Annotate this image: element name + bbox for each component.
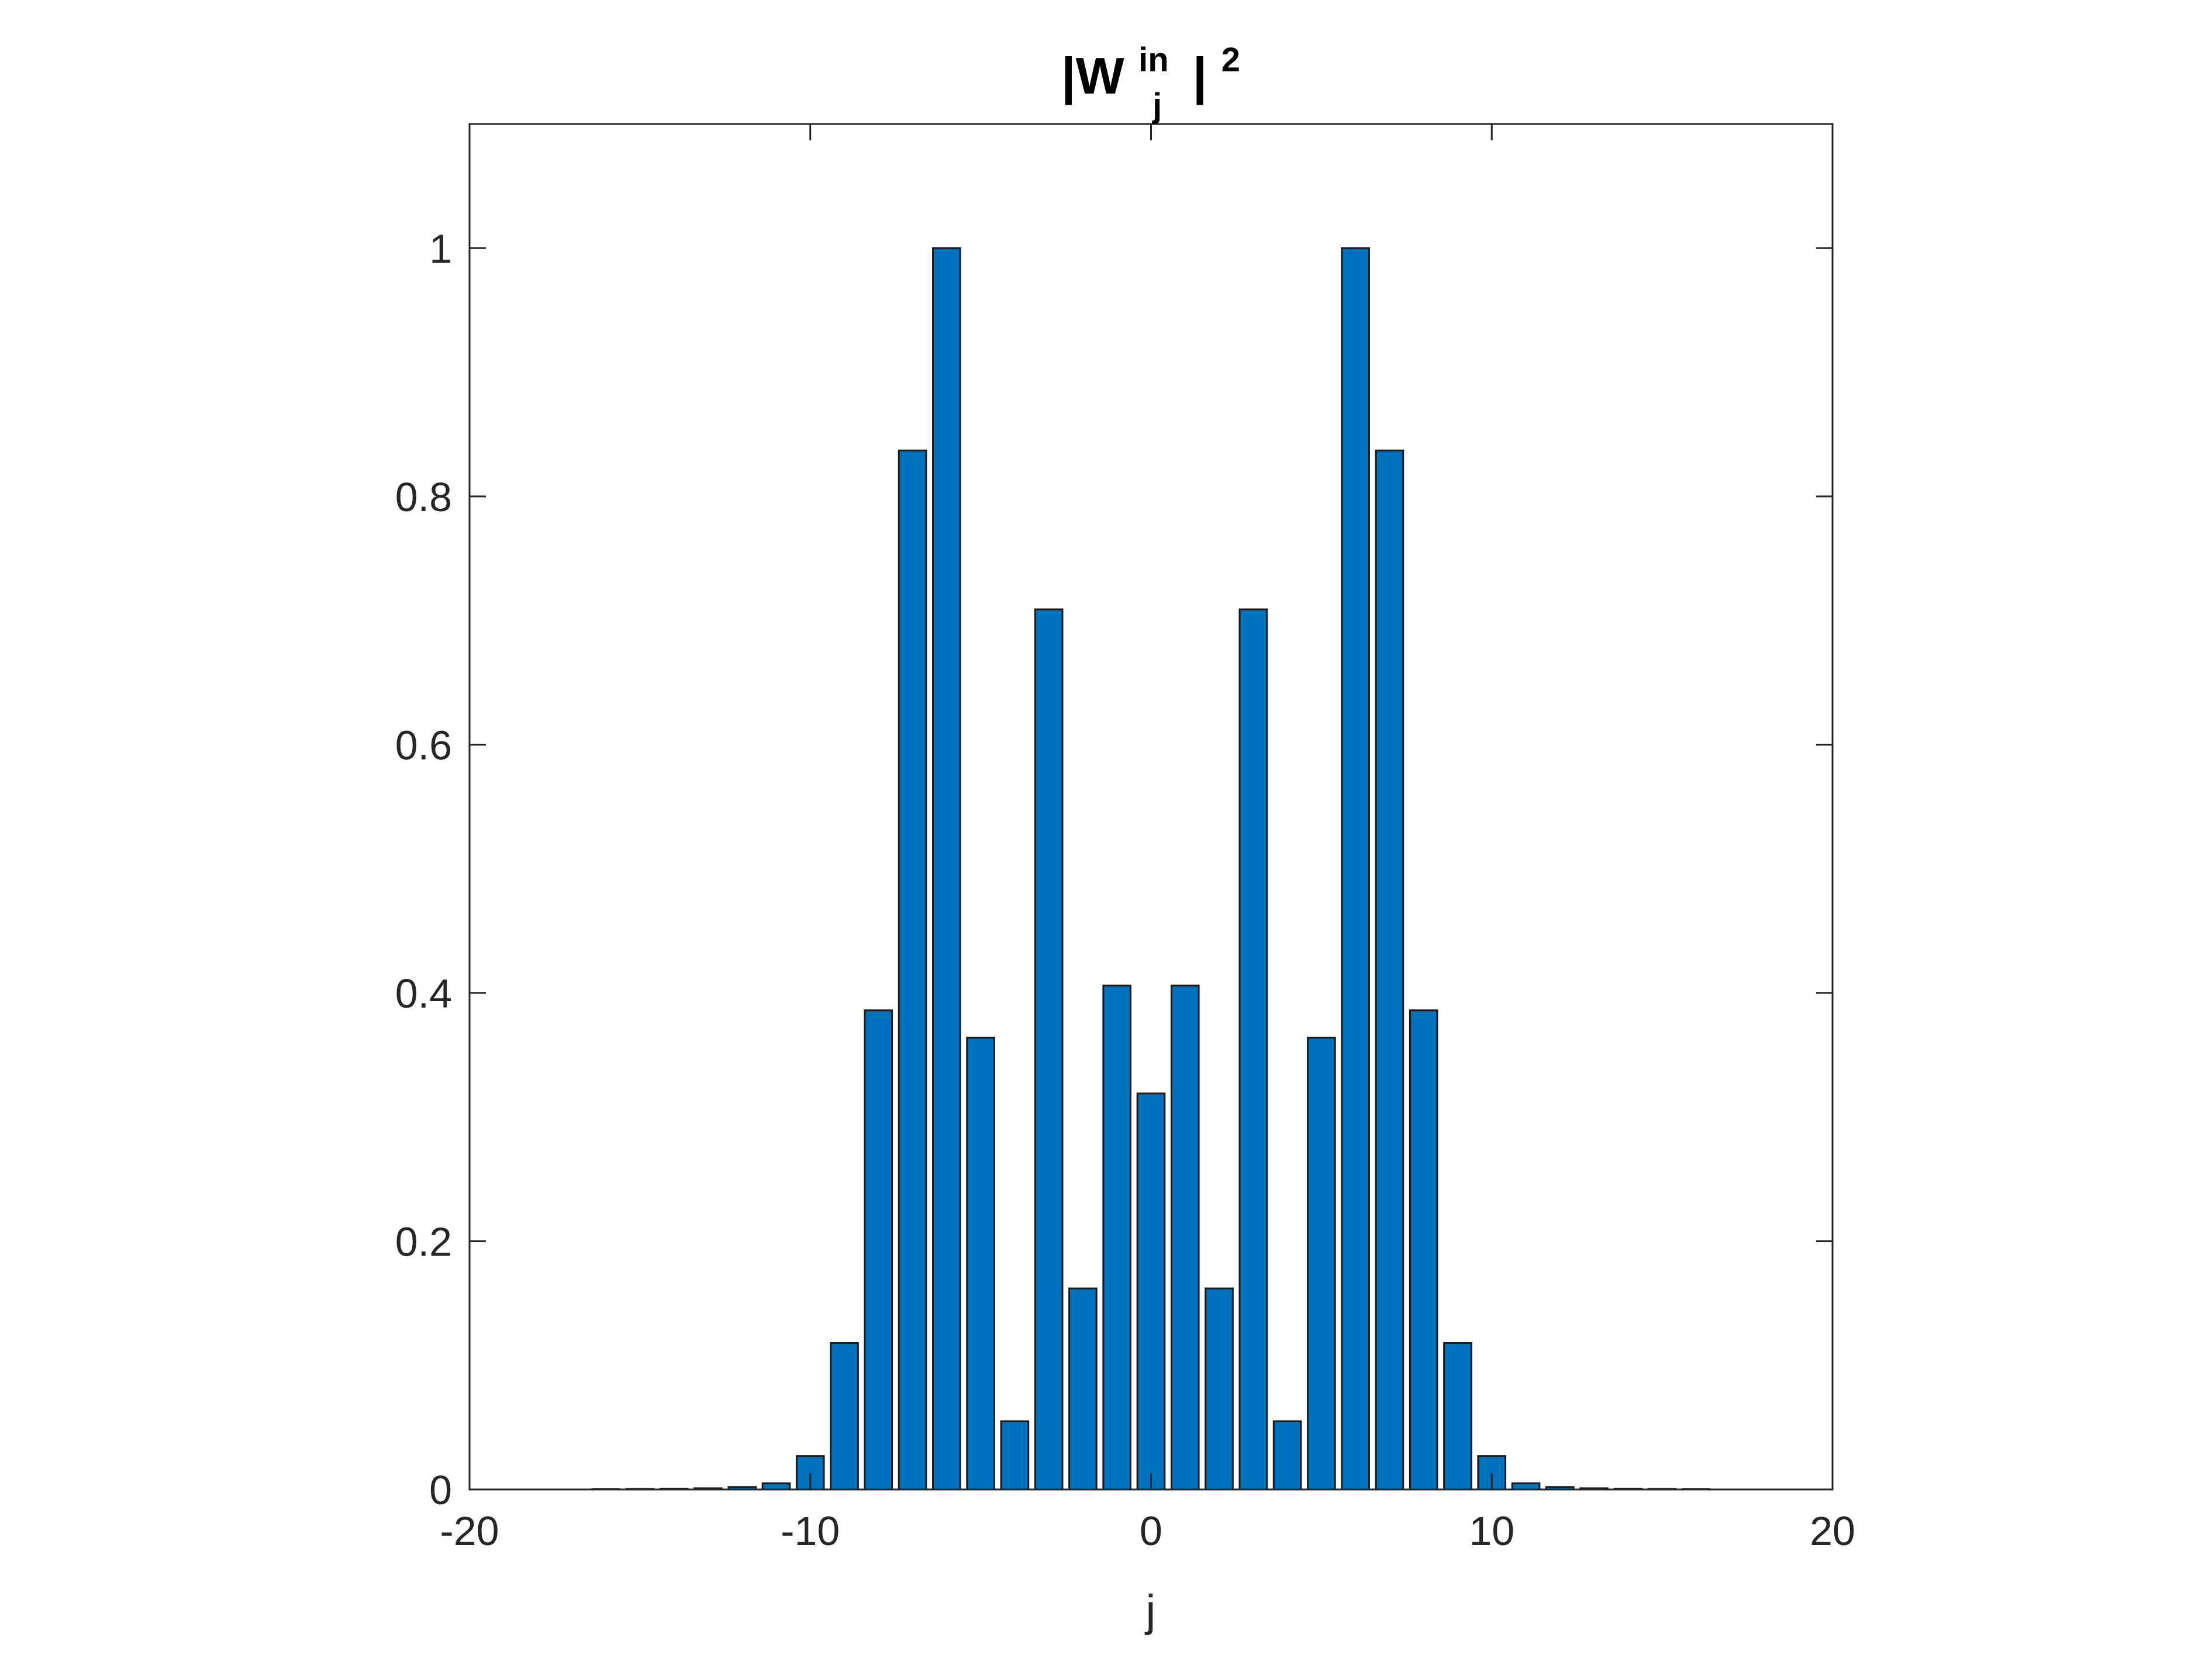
y-tick-label: 0.6 bbox=[395, 722, 452, 768]
bar-j-0 bbox=[1136, 1092, 1166, 1491]
y-tick-label: 0.2 bbox=[395, 1219, 452, 1264]
y-tick-label: 1 bbox=[429, 226, 452, 271]
bar-j-9 bbox=[1443, 1342, 1472, 1491]
title-base: |W bbox=[1061, 47, 1124, 105]
x-axis: -20 -10 0 10 20 bbox=[440, 124, 1855, 1554]
bars-group bbox=[591, 247, 1711, 1491]
bar-j--3 bbox=[1034, 608, 1064, 1491]
bar-j-3 bbox=[1238, 608, 1268, 1491]
bar-j-11 bbox=[1511, 1482, 1541, 1491]
x-tick-label: 0 bbox=[1140, 1508, 1162, 1554]
x-tick-label: 20 bbox=[1810, 1508, 1855, 1554]
x-tick-label: -10 bbox=[781, 1508, 840, 1554]
chart-title: |W in j | 2 bbox=[1061, 25, 1240, 128]
y-axis: 0 0.2 0.4 0.6 0.8 1 bbox=[395, 226, 1833, 1513]
y-tick-label: 0 bbox=[429, 1467, 452, 1513]
bar-j--7 bbox=[898, 449, 927, 1491]
bar-j-8 bbox=[1409, 1009, 1438, 1491]
bar-j--1 bbox=[1102, 984, 1132, 1491]
x-tick-label: 10 bbox=[1469, 1508, 1514, 1554]
x-tick-label: -20 bbox=[440, 1508, 499, 1554]
bar-j-6 bbox=[1341, 247, 1370, 1491]
bar-j--8 bbox=[864, 1009, 893, 1491]
bar-j--9 bbox=[830, 1342, 859, 1491]
bar-j--2 bbox=[1068, 1287, 1098, 1491]
title-superscript: in bbox=[1138, 41, 1169, 79]
bar-j--11 bbox=[761, 1482, 791, 1491]
bar-j-7 bbox=[1375, 449, 1405, 1491]
bar-j-1 bbox=[1170, 984, 1200, 1491]
bar-j-5 bbox=[1307, 1036, 1336, 1491]
bar-j--4 bbox=[1000, 1420, 1030, 1491]
title-power: 2 bbox=[1221, 41, 1240, 79]
y-tick-label: 0.4 bbox=[395, 971, 452, 1016]
bar-j-2 bbox=[1205, 1287, 1234, 1491]
x-axis-label: j bbox=[1145, 1586, 1156, 1636]
y-tick-label: 0.8 bbox=[395, 474, 452, 520]
bar-j-4 bbox=[1272, 1420, 1302, 1491]
bar-j--5 bbox=[966, 1036, 995, 1491]
title-close: | bbox=[1193, 47, 1207, 105]
bar-j--6 bbox=[932, 247, 961, 1491]
title-subscript: j bbox=[1152, 87, 1162, 125]
